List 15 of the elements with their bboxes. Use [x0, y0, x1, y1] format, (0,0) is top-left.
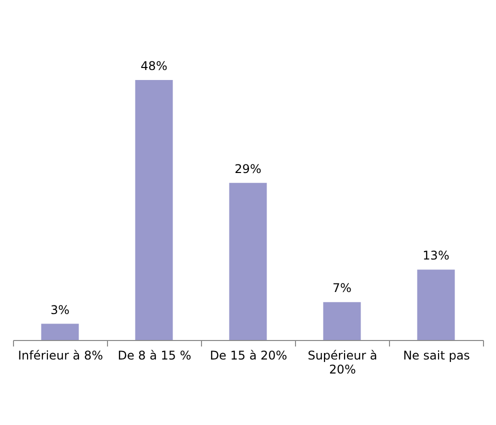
x-tick-label: Ne sait pas: [403, 348, 470, 362]
bar: [323, 302, 361, 340]
data-label: 13%: [422, 248, 450, 263]
data-label: 3%: [50, 302, 70, 317]
x-tick-label: Inférieur à 8%: [18, 348, 103, 362]
bar: [229, 182, 267, 340]
x-tick-label: Supérieur à 20%: [308, 348, 378, 376]
bar: [417, 270, 455, 340]
data-label: 48%: [140, 59, 168, 73]
bar: [41, 324, 79, 340]
data-label: 7%: [332, 281, 352, 296]
x-tick-label: De 8 à 15 %: [118, 348, 192, 362]
x-tick-label: De 15 à 20%: [210, 348, 288, 362]
bar: [135, 80, 173, 340]
data-label: 29%: [234, 162, 262, 176]
